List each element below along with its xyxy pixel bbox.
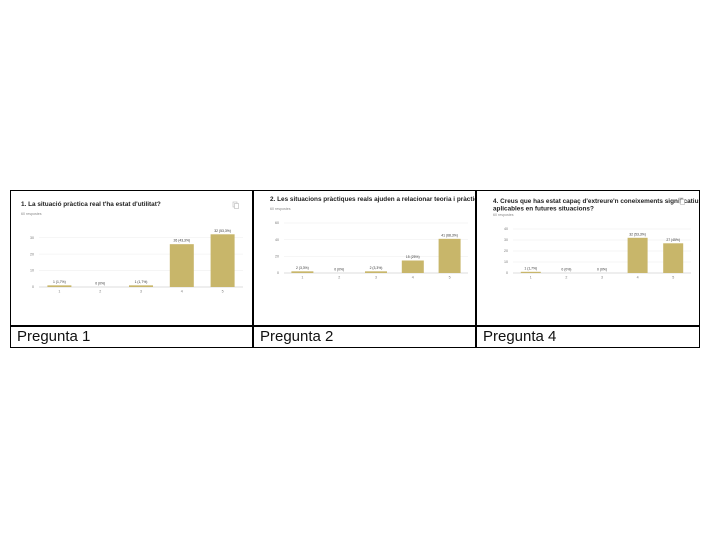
data-label: 26 (43,3%) bbox=[174, 239, 191, 243]
x-tick-label: 3 bbox=[375, 276, 377, 280]
data-label: 0 (0%) bbox=[95, 282, 105, 286]
data-label: 32 (53,3%) bbox=[629, 232, 646, 236]
bar-chart: 4. Creus que has estat capaç d'extreure'… bbox=[493, 197, 699, 280]
y-tick-label: 60 bbox=[275, 221, 279, 225]
copy-icon[interactable] bbox=[232, 201, 239, 209]
x-tick-label: 1 bbox=[530, 276, 532, 280]
x-tick-label: 5 bbox=[222, 290, 224, 294]
bar-5 bbox=[210, 234, 235, 287]
y-tick-label: 10 bbox=[30, 269, 34, 273]
chart-cell-pregunta-2: 2. Les situacions pràctiques reals ajude… bbox=[254, 191, 475, 325]
data-label: 41 (68,3%) bbox=[441, 233, 458, 237]
bar-3 bbox=[129, 285, 153, 287]
label-pregunta-1: Pregunta 1 bbox=[17, 328, 91, 345]
bar-4 bbox=[169, 244, 194, 287]
data-label: 1 (1,7%) bbox=[524, 266, 537, 270]
y-tick-label: 0 bbox=[32, 285, 34, 289]
y-tick-label: 10 bbox=[504, 260, 508, 264]
column-divider bbox=[475, 191, 477, 347]
chart-cell-pregunta-4: 4. Creus que has estat capaç d'extreure'… bbox=[477, 191, 699, 325]
y-tick-label: 0 bbox=[277, 271, 279, 275]
y-tick-label: 40 bbox=[275, 238, 279, 242]
x-tick-label: 4 bbox=[181, 290, 183, 294]
bar-5 bbox=[663, 243, 684, 273]
chart-cell-pregunta-1: 1. La situació pràctica real t'ha estat … bbox=[11, 191, 252, 325]
data-label: 0 (0%) bbox=[334, 268, 344, 272]
y-tick-label: 0 bbox=[506, 271, 508, 275]
data-label: 15 (25%) bbox=[406, 255, 420, 259]
x-tick-label: 4 bbox=[637, 276, 639, 280]
x-tick-label: 3 bbox=[601, 276, 603, 280]
bar-5 bbox=[438, 238, 461, 273]
x-tick-label: 5 bbox=[449, 276, 451, 280]
comparison-table: 1. La situació pràctica real t'ha estat … bbox=[10, 190, 700, 348]
x-tick-label: 2 bbox=[565, 276, 567, 280]
data-label: 2 (3,3%) bbox=[296, 266, 309, 270]
y-tick-label: 20 bbox=[504, 249, 508, 253]
data-label: 0 (0%) bbox=[597, 268, 607, 272]
chart-subtitle: 60 respostes bbox=[21, 212, 42, 216]
data-label: 1 (1,7%) bbox=[135, 280, 148, 284]
x-tick-label: 2 bbox=[99, 290, 101, 294]
data-label: 32 (53,3%) bbox=[214, 229, 231, 233]
x-tick-label: 1 bbox=[58, 290, 60, 294]
x-tick-label: 2 bbox=[338, 276, 340, 280]
data-label: 27 (45%) bbox=[666, 238, 680, 242]
y-tick-label: 40 bbox=[504, 227, 508, 231]
y-tick-label: 30 bbox=[504, 238, 508, 242]
bar-4 bbox=[401, 260, 424, 273]
chart-title: aplicables en futures situacions? bbox=[493, 206, 594, 213]
x-tick-label: 4 bbox=[412, 276, 414, 280]
bar-1 bbox=[520, 271, 541, 273]
data-label: 0 (0%) bbox=[561, 268, 571, 272]
y-tick-label: 30 bbox=[30, 236, 34, 240]
bar-chart: 1. La situació pràctica real t'ha estat … bbox=[21, 201, 243, 294]
chart-title: 1. La situació pràctica real t'ha estat … bbox=[21, 201, 161, 208]
chart-subtitle: 60 respostes bbox=[493, 213, 514, 217]
x-tick-label: 1 bbox=[301, 276, 303, 280]
chart-title: 4. Creus que has estat capaç d'extreure'… bbox=[493, 198, 699, 205]
data-label: 2 (3,3%) bbox=[370, 266, 383, 270]
data-label: 1 (1,7%) bbox=[53, 280, 66, 284]
bar-chart: 2. Les situacions pràctiques reals ajude… bbox=[270, 196, 475, 280]
bar-3 bbox=[365, 271, 387, 273]
chart-title: 2. Les situacions pràctiques reals ajude… bbox=[270, 196, 475, 203]
column-divider bbox=[252, 191, 254, 347]
bar-1 bbox=[47, 285, 72, 287]
x-tick-label: 5 bbox=[672, 276, 674, 280]
bar-1 bbox=[291, 271, 314, 273]
x-tick-label: 3 bbox=[140, 290, 142, 294]
copy-icon[interactable] bbox=[678, 197, 685, 205]
label-pregunta-4: Pregunta 4 bbox=[483, 328, 557, 345]
y-tick-label: 20 bbox=[275, 255, 279, 259]
y-tick-label: 20 bbox=[30, 252, 34, 256]
bar-4 bbox=[627, 237, 648, 273]
chart-subtitle: 60 respostes bbox=[270, 207, 291, 211]
label-pregunta-2: Pregunta 2 bbox=[260, 328, 334, 345]
row-divider bbox=[11, 325, 699, 327]
